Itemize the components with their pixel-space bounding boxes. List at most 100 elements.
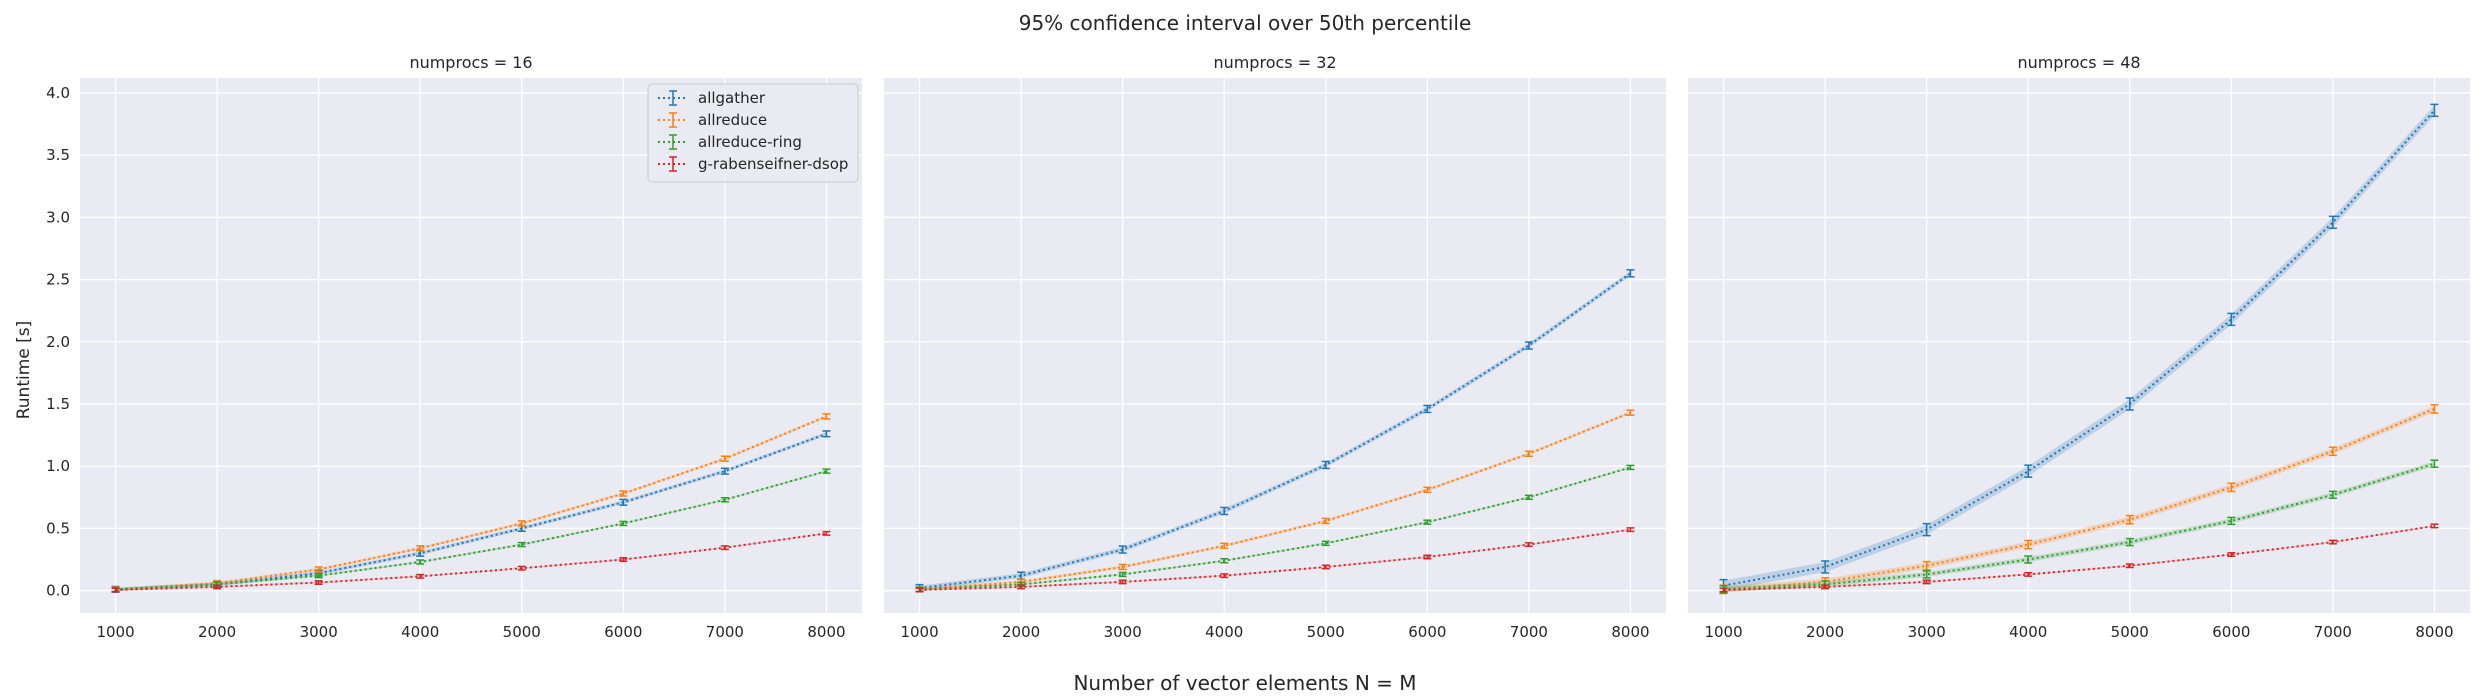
panel-2: numprocs = 32 1000 2000 3000 4000 5000 6000 700…: [884, 53, 1666, 641]
figure-title: 95% confidence interval over 50th percen…: [1019, 11, 1472, 35]
legend-label: g-rabenseifner-dsop: [698, 155, 848, 173]
series-allreduce-ring: [1719, 459, 2439, 594]
data-point: [1220, 557, 1229, 564]
data-point: [619, 490, 628, 497]
series-g-rabenseifner-dsop: [111, 530, 831, 593]
panel-title: numprocs = 32: [1213, 53, 1336, 72]
data-point: [915, 587, 924, 593]
x-tick-label: 8000: [2415, 623, 2453, 641]
data-point: [1524, 542, 1533, 548]
series-allreduce-ring: [111, 468, 831, 593]
data-point: [619, 498, 628, 506]
y-tick-label: 0.5: [46, 519, 70, 537]
x-tick-label: 6000: [604, 623, 642, 641]
x-axis-label: Number of vector elements N = M: [1073, 671, 1416, 695]
series-line: [115, 415, 827, 591]
data-point: [720, 545, 729, 551]
data-point: [1821, 584, 1830, 590]
data-point: [2227, 552, 2236, 558]
series-line: [1723, 524, 2435, 591]
x-tick-label: 7000: [706, 623, 744, 641]
data-point: [619, 557, 628, 562]
data-point: [416, 545, 425, 552]
data-point: [2430, 523, 2439, 529]
data-point: [619, 520, 628, 527]
legend-label: allgather: [698, 89, 766, 107]
series-allreduce-ring: [915, 464, 1635, 593]
legend-entry: g-rabenseifner-dsop: [658, 155, 848, 173]
data-point: [2024, 555, 2033, 564]
y-axis-label: Runtime [s]: [14, 321, 34, 420]
x-tick-label: 4000: [2009, 623, 2047, 641]
x-tick-label: 5000: [2111, 623, 2149, 641]
data-point: [1118, 545, 1127, 554]
data-point: [416, 559, 425, 565]
data-point: [1321, 540, 1330, 547]
data-point: [2328, 539, 2337, 545]
data-point: [822, 530, 831, 536]
data-point: [1626, 464, 1635, 471]
panel-background: [1688, 78, 2470, 613]
data-point: [1821, 560, 1830, 574]
data-point: [1423, 519, 1432, 525]
data-point: [111, 587, 120, 593]
data-point: [1423, 404, 1432, 414]
legend-label: allreduce-ring: [698, 133, 802, 151]
data-point: [822, 430, 831, 438]
series-line: [919, 466, 1631, 591]
data-point: [416, 573, 425, 579]
series-line: [1723, 462, 2435, 591]
series-allgather: [915, 269, 1635, 593]
data-point: [1017, 584, 1026, 590]
x-tick-label: 8000: [807, 623, 845, 641]
data-point: [1118, 571, 1127, 578]
data-point: [1220, 542, 1229, 550]
series-line: [919, 528, 1631, 591]
series-g-rabenseifner-dsop: [1719, 523, 2439, 593]
data-point: [1524, 494, 1533, 501]
x-tick-label: 6000: [1408, 623, 1446, 641]
data-point: [2328, 490, 2337, 500]
x-tick-label: 1000: [96, 623, 134, 641]
data-point: [1626, 409, 1635, 416]
y-tick-label: 0.0: [46, 582, 70, 600]
data-point: [822, 413, 831, 420]
series-line: [1723, 408, 2435, 591]
data-point: [1118, 563, 1127, 571]
y-tick-label: 1.5: [46, 395, 70, 413]
data-point: [314, 566, 323, 573]
data-point: [2430, 459, 2439, 468]
data-point: [2024, 539, 2033, 550]
y-tick-label: 2.0: [46, 333, 70, 351]
data-point: [822, 468, 831, 474]
legend-box: [647, 83, 859, 183]
data-point: [517, 541, 526, 548]
data-point: [1321, 460, 1330, 470]
x-tick-label: 6000: [2212, 623, 2250, 641]
data-point: [314, 572, 323, 579]
data-point: [2227, 516, 2236, 526]
x-tick-label: 7000: [1510, 623, 1548, 641]
legend: allgather allreduce allreduce-ring g-rabens…: [647, 83, 859, 183]
x-tick-label: 8000: [1611, 623, 1649, 641]
data-point: [2125, 537, 2134, 547]
panel-title: numprocs = 48: [2017, 53, 2140, 72]
y-tick-label: 3.0: [46, 208, 70, 226]
data-point: [1220, 506, 1229, 516]
data-point: [2024, 571, 2033, 577]
y-tick-label: 2.5: [46, 271, 70, 289]
data-point: [1118, 579, 1127, 585]
legend-label: allreduce: [698, 111, 767, 129]
panel-1: numprocs = 16 1000 2000 3000 4000 5000 6000 700…: [46, 53, 862, 641]
legend-entry: allgather: [658, 89, 766, 107]
data-point: [1626, 527, 1635, 533]
data-point: [517, 565, 526, 571]
data-point: [2125, 514, 2134, 525]
data-point: [1423, 554, 1432, 560]
data-point: [720, 497, 729, 503]
data-point: [2430, 103, 2439, 118]
data-point: [1626, 269, 1635, 278]
data-point: [1524, 341, 1533, 350]
x-tick-label: 5000: [1307, 623, 1345, 641]
data-point: [2227, 482, 2236, 493]
